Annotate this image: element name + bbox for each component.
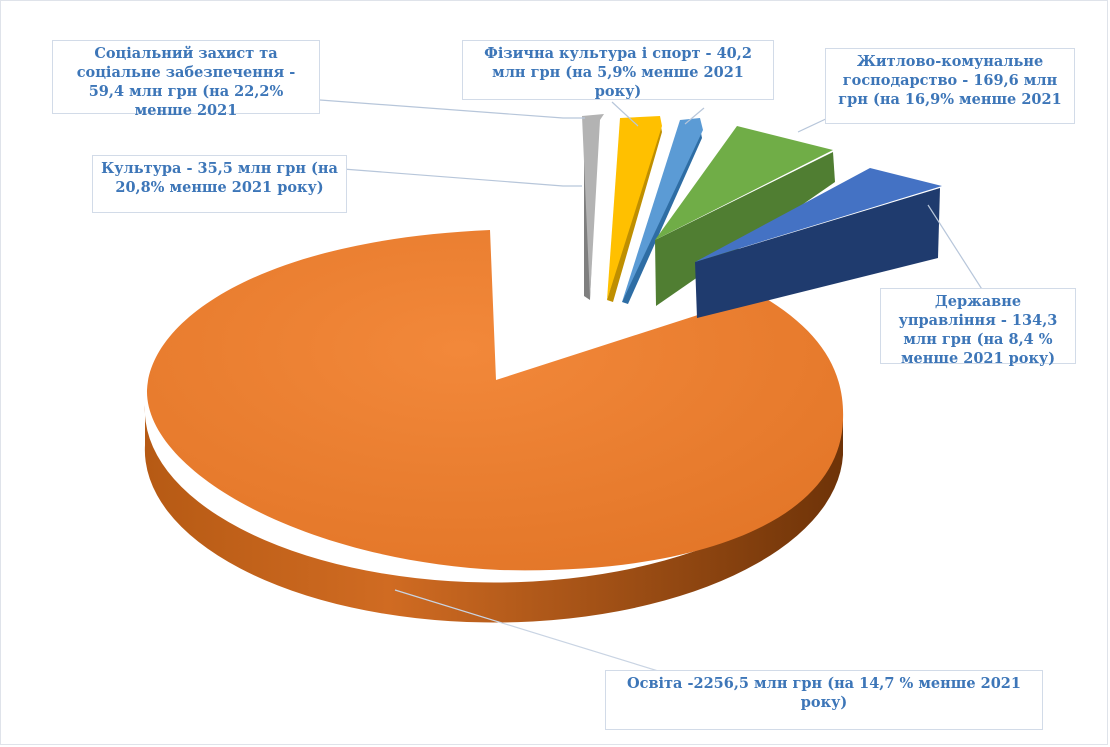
slice-sport <box>622 118 703 302</box>
slice-social <box>607 116 662 300</box>
leader-social <box>319 99 585 119</box>
leader-culture <box>329 167 582 187</box>
slice-housing <box>655 126 833 240</box>
label-social: Соціальний захист та соціальне забезпече… <box>52 40 320 119</box>
slice-education-side <box>144 405 843 623</box>
label-housing: Житлово-комунальне господарство - 169,6 … <box>825 48 1075 124</box>
leader-government <box>927 204 986 295</box>
leader-sport <box>611 101 639 127</box>
label-culture: Культура - 35,5 млн грн (на 20,8% менше … <box>92 155 347 213</box>
label-education: Освіта -2256,5 млн грн (на 14,7 % менше … <box>605 670 1043 730</box>
slice-culture <box>582 114 604 298</box>
label-government: Державне управління - 134,3 млн грн (на … <box>880 288 1076 367</box>
label-sport: Фізична культура і спорт - 40,2 млн грн … <box>462 40 774 100</box>
slice-education <box>146 230 844 571</box>
leader-housing <box>797 116 831 133</box>
slice-government <box>695 168 942 262</box>
slice-government-side <box>695 188 940 318</box>
leader-sport2 <box>684 107 705 125</box>
